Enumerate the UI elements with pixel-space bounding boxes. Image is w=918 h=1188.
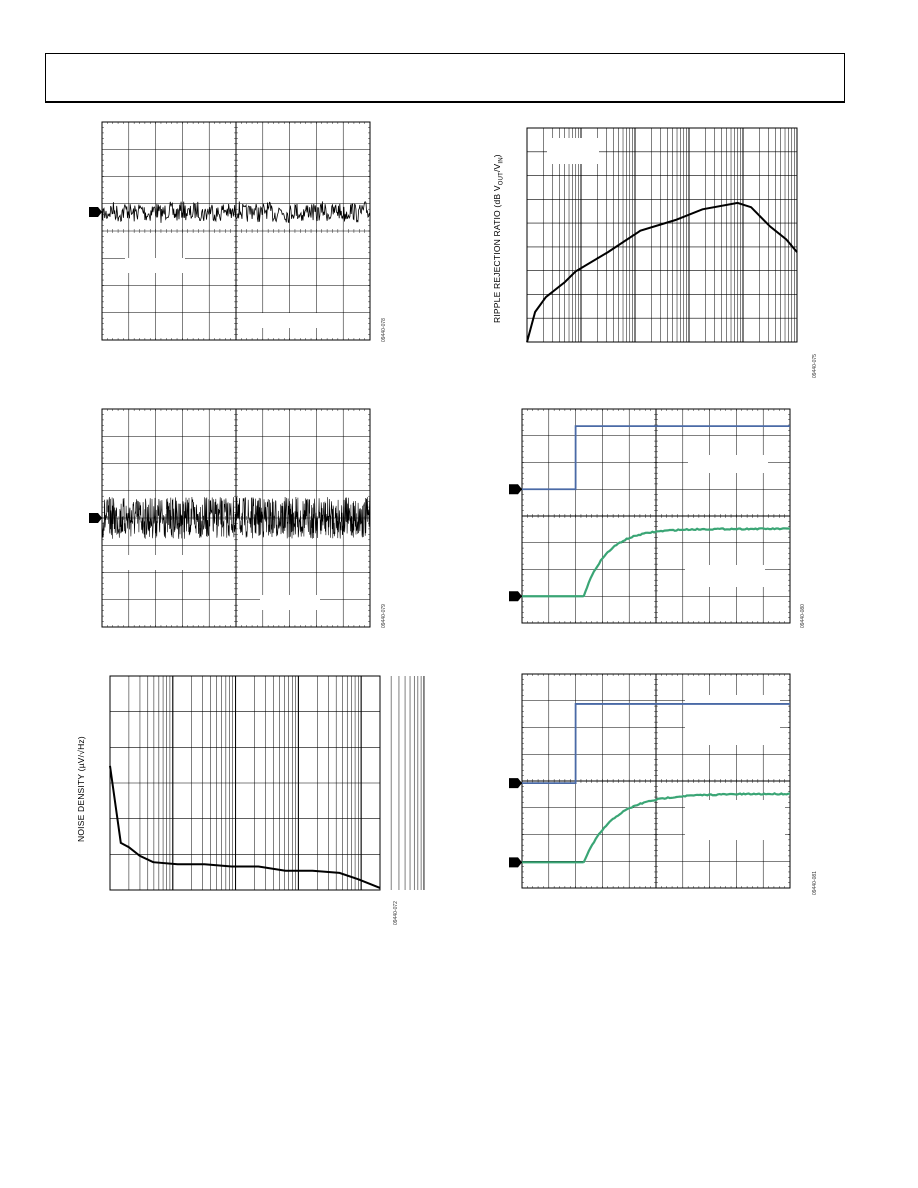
ripple-figure-code: 09440-075 [812,354,818,378]
ripple-ylabel-main: RIPPLE REJECTION RATIO (dB V [492,185,502,323]
page-header-box [45,53,845,103]
scope4-figure-code: 09440-081 [812,871,818,895]
ripple-figure [485,118,815,368]
channel-2-marker [509,591,522,602]
label-mask [685,565,765,587]
ripple-rejection-line [526,201,798,343]
label-mask [260,313,320,328]
noise-plot [109,675,425,891]
label-mask [125,555,185,570]
scope4-figure [505,670,805,910]
scope3-figure [505,405,805,645]
noise-ylabel: NOISE DENSITY (µV/√Hz) [76,736,86,842]
channel-2-marker [509,857,522,868]
label-mask [688,455,768,473]
noise-density-line [109,765,381,889]
scope2-figure-code: 09440-079 [381,604,387,628]
scope3-figure-code: 09440-080 [800,604,806,628]
scope4-plot [509,673,791,889]
scope1-figure: 09440-078 [85,118,387,358]
noise-trace [101,496,371,539]
ripple-ylabel-mid: /V [492,163,502,173]
label-mask [685,800,785,840]
ripple-ylabel-sub1: OUT [498,172,505,186]
ripple-ylabel-sub2: IN [498,157,505,164]
scope2-plot [89,408,371,628]
blue-trace [522,425,790,491]
label-mask [125,258,185,273]
noise-trace [101,201,371,223]
channel-marker [89,207,102,218]
ripple-plot [526,127,798,343]
channel-1-marker [509,778,522,789]
scope1-plot [89,121,371,341]
label-mask [685,695,780,745]
green-trace [522,527,791,598]
channel-1-marker [509,484,522,495]
label-mask [547,138,599,164]
noise-figure-code: 09440-072 [393,901,399,925]
ripple-ylabel: RIPPLE REJECTION RATIO (dB VOUT/VIN) [492,154,505,323]
channel-marker [89,513,102,523]
green-trace [522,792,790,864]
blue-trace [522,703,790,785]
label-mask [260,595,320,610]
ripple-ylabel-end: ) [492,154,502,158]
scope3-plot [509,408,791,624]
scope2-figure: 09440-079 [85,405,387,645]
scope1-figure-code: 09440-078 [381,318,387,342]
noise-figure [70,670,425,920]
